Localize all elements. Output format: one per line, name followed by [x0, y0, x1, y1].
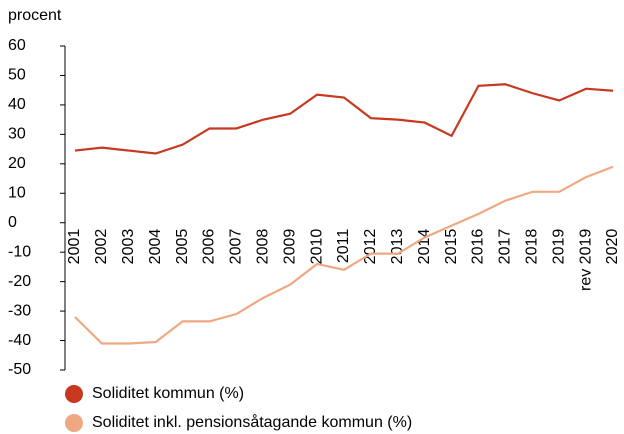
x-tick-label: 2004: [147, 229, 164, 265]
y-tick-label: -20: [8, 273, 31, 290]
x-tick-label: 2010: [308, 229, 325, 265]
x-tick-label: 2015: [443, 229, 460, 265]
legend-marker: [65, 385, 83, 403]
legend-label: Soliditet inkl. pensionsåtagande kommun …: [92, 413, 412, 431]
x-tick-label: 2020: [604, 229, 621, 265]
x-tick-label: 2006: [201, 229, 218, 265]
x-tick-label: 2019: [550, 229, 567, 265]
y-tick-label: 30: [8, 126, 26, 143]
x-tick-label: 2001: [66, 229, 83, 265]
y-tick-label: 40: [8, 96, 26, 113]
series-line: [74, 83, 614, 155]
legend-marker: [65, 414, 83, 432]
x-tick-label: 2002: [93, 229, 110, 265]
y-axis-label: procent: [8, 7, 62, 24]
x-tick-label: 2005: [174, 229, 191, 265]
x-tick-label: 2013: [389, 229, 406, 265]
series-line: [74, 165, 614, 345]
x-tick-label: 2011: [335, 229, 352, 264]
legend-label: Soliditet kommun (%): [92, 385, 244, 402]
x-tick-label: 2017: [497, 229, 514, 265]
y-tick-label: 10: [8, 184, 26, 201]
y-tick-label: 60: [8, 37, 26, 54]
y-tick-label: -40: [8, 332, 31, 349]
y-tick-label: -30: [8, 302, 31, 319]
y-tick-label: 50: [8, 67, 26, 84]
x-tick-label: 2009: [281, 229, 298, 265]
y-tick-label: 0: [8, 214, 17, 231]
y-tick-label: -10: [8, 243, 31, 260]
x-tick-label: 2014: [416, 229, 433, 265]
x-tick-label: 2012: [362, 229, 379, 265]
x-tick-label: 2003: [120, 229, 137, 265]
x-tick-label: 2007: [228, 229, 245, 265]
y-tick-label: 20: [8, 155, 26, 172]
x-tick-label: 2016: [470, 229, 487, 265]
x-tick-label: 2008: [255, 229, 272, 265]
x-tick-label: 2018: [524, 229, 541, 265]
x-tick-label: rev 2019: [577, 229, 594, 291]
y-tick-label: -50: [8, 361, 31, 378]
